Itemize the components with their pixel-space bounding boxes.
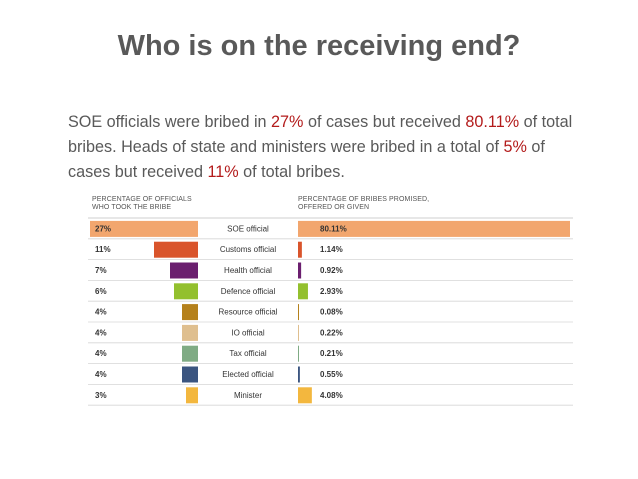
left-column-header: PERCENTAGE OF OFFICIALS WHO TOOK THE BRIB… xyxy=(92,196,192,212)
left-bar xyxy=(154,241,198,258)
category-label: Resource official xyxy=(219,308,278,317)
left-pct-label: 4% xyxy=(95,328,107,337)
left-pct-label: 7% xyxy=(95,266,107,275)
left-pct-label: 4% xyxy=(95,308,107,317)
left-pct-label: 3% xyxy=(95,391,107,400)
right-pct-label: 2.93% xyxy=(320,287,343,296)
category-label: SOE official xyxy=(227,224,269,233)
right-bar xyxy=(298,387,312,404)
header-line: PERCENTAGE OF OFFICIALS xyxy=(92,196,192,203)
category-label: Minister xyxy=(234,391,262,400)
left-pct-label: 27% xyxy=(95,224,111,233)
right-bar xyxy=(298,220,570,237)
paragraph-text: of total bribes. Heads of state and mini… xyxy=(68,113,573,156)
right-bar xyxy=(298,304,299,321)
paragraph-text: of cases but received xyxy=(303,113,466,131)
left-pct-label: 11% xyxy=(95,245,111,254)
category-label: Elected official xyxy=(222,370,274,379)
left-bar xyxy=(170,262,198,279)
category-label: Defence official xyxy=(221,287,276,296)
left-pct-label: 4% xyxy=(95,349,107,358)
highlighted-figure: 11% xyxy=(207,163,239,181)
right-pct-label: 80.11% xyxy=(320,224,347,233)
left-bar xyxy=(186,387,198,404)
left-bar xyxy=(182,304,198,321)
right-pct-label: 1.14% xyxy=(320,245,343,254)
right-pct-label: 0.22% xyxy=(320,328,343,337)
page-title: Who is on the receiving end? xyxy=(117,30,521,62)
category-label: Customs official xyxy=(220,245,277,254)
highlighted-figure: 80.11% xyxy=(465,113,520,131)
right-column-header: PERCENTAGE OF BRIBES PROMISED, OFFERED OR… xyxy=(298,196,429,212)
left-bar xyxy=(182,366,198,383)
left-bar xyxy=(182,324,198,341)
right-bar xyxy=(298,241,302,258)
left-bar xyxy=(90,220,198,237)
right-bar xyxy=(298,345,299,362)
left-bar xyxy=(174,283,198,300)
paragraph-text: of cases but received xyxy=(68,138,545,181)
summary-paragraph: SOE officials were bribed in 27% of case… xyxy=(68,110,588,185)
right-bar xyxy=(298,262,302,279)
left-bar xyxy=(182,345,198,362)
right-pct-label: 0.21% xyxy=(320,349,343,358)
right-pct-label: 0.55% xyxy=(320,370,343,379)
right-pct-label: 0.08% xyxy=(320,308,343,317)
right-bar xyxy=(298,283,308,300)
left-pct-label: 6% xyxy=(95,287,107,296)
category-label: Health official xyxy=(224,266,272,275)
left-pct-label: 4% xyxy=(95,370,107,379)
paragraph-text: of total bribes. xyxy=(238,163,345,181)
category-label: IO official xyxy=(231,328,264,337)
header-line: OFFERED OR GIVEN xyxy=(298,204,370,211)
right-pct-label: 0.92% xyxy=(320,266,343,275)
header-line: WHO TOOK THE BRIBE xyxy=(92,204,172,211)
category-label: Tax official xyxy=(229,349,266,358)
right-bar xyxy=(298,324,299,341)
highlighted-figure: 5% xyxy=(503,138,527,156)
paragraph-text: SOE officials were bribed in xyxy=(68,113,272,131)
right-bar xyxy=(298,366,300,383)
header-line: PERCENTAGE OF BRIBES PROMISED, xyxy=(298,196,430,203)
highlighted-figure: 27% xyxy=(271,113,304,131)
right-pct-label: 4.08% xyxy=(320,391,343,400)
